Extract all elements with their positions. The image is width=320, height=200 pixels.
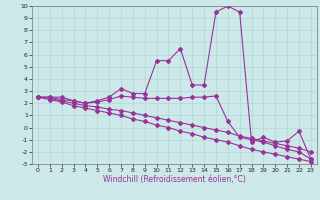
X-axis label: Windchill (Refroidissement éolien,°C): Windchill (Refroidissement éolien,°C) [103, 175, 246, 184]
